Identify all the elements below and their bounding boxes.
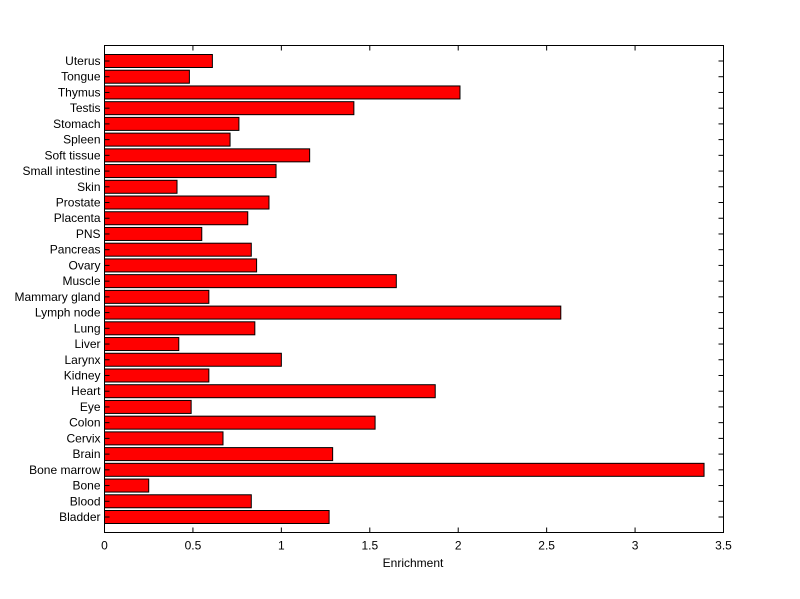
plot-frame bbox=[104, 45, 724, 533]
y-tick-label: Lymph node bbox=[35, 306, 101, 320]
x-tick-label: 2.5 bbox=[538, 539, 555, 553]
y-tick-label: Testis bbox=[70, 101, 101, 115]
bar bbox=[104, 132, 231, 147]
bar bbox=[104, 258, 258, 273]
bar bbox=[104, 54, 213, 68]
x-tick-label: 3.5 bbox=[715, 539, 732, 553]
y-tick-label: Muscle bbox=[62, 274, 100, 288]
bar bbox=[104, 289, 210, 304]
y-tick-label: Tongue bbox=[61, 70, 101, 84]
x-tick-label: 1.5 bbox=[361, 539, 378, 553]
bar bbox=[104, 415, 376, 430]
y-tick-label: Blood bbox=[70, 494, 101, 508]
y-tick-label: Spleen bbox=[63, 133, 100, 147]
bar bbox=[104, 116, 240, 131]
y-tick-label: Cervix bbox=[66, 431, 100, 445]
y-tick-label: Ovary bbox=[68, 258, 100, 272]
bar bbox=[104, 494, 252, 509]
bar bbox=[104, 337, 180, 352]
y-tick-label: Kidney bbox=[64, 368, 101, 382]
bar bbox=[104, 352, 282, 367]
y-tick-label: Skin bbox=[77, 180, 100, 194]
bar bbox=[104, 69, 190, 84]
y-tick-label: Brain bbox=[72, 447, 100, 461]
y-tick-label: Colon bbox=[69, 416, 100, 430]
y-tick-label: Mammary gland bbox=[14, 290, 100, 304]
y-tick-label: Larynx bbox=[64, 353, 100, 367]
y-tick-label: Eye bbox=[80, 400, 101, 414]
bar bbox=[104, 101, 355, 116]
bar bbox=[104, 510, 330, 524]
bar bbox=[104, 211, 249, 226]
bar bbox=[104, 148, 311, 163]
y-tick-label: Bone bbox=[72, 479, 100, 493]
y-tick-label: Pancreas bbox=[50, 243, 101, 257]
y-tick-label: Stomach bbox=[53, 117, 100, 131]
y-tick-label: Uterus bbox=[65, 54, 100, 68]
x-tick-label: 0.5 bbox=[185, 539, 202, 553]
bar bbox=[104, 242, 252, 257]
bar bbox=[104, 478, 150, 493]
bar bbox=[104, 85, 461, 100]
bar bbox=[104, 431, 224, 446]
bar bbox=[104, 368, 210, 383]
bar bbox=[104, 462, 705, 477]
x-tick-label: 3 bbox=[632, 539, 639, 553]
bar bbox=[104, 179, 178, 194]
y-tick-label: Thymus bbox=[58, 85, 101, 99]
bar bbox=[104, 226, 203, 241]
bar bbox=[104, 447, 334, 462]
bar bbox=[104, 274, 397, 289]
x-tick-label: 0 bbox=[101, 539, 108, 553]
bar bbox=[104, 164, 277, 179]
y-tick-label: Lung bbox=[74, 321, 101, 335]
x-axis-label: Enrichment bbox=[383, 556, 444, 570]
y-tick-label: Heart bbox=[71, 384, 101, 398]
y-tick-label: Liver bbox=[74, 337, 100, 351]
y-tick-label: PNS bbox=[76, 227, 101, 241]
y-tick-label: Soft tissue bbox=[44, 148, 100, 162]
y-tick-label: Small intestine bbox=[22, 164, 100, 178]
x-tick-label: 1 bbox=[278, 539, 285, 553]
y-tick-label: Bone marrow bbox=[29, 463, 101, 477]
bar bbox=[104, 305, 562, 320]
y-tick-label: Prostate bbox=[56, 196, 101, 210]
bar bbox=[104, 195, 270, 210]
bar bbox=[104, 321, 256, 336]
bar bbox=[104, 399, 192, 414]
bar bbox=[104, 384, 436, 399]
y-tick-label: Bladder bbox=[59, 510, 100, 524]
y-tick-label: Placenta bbox=[54, 211, 101, 225]
x-tick-label: 2 bbox=[455, 539, 462, 553]
